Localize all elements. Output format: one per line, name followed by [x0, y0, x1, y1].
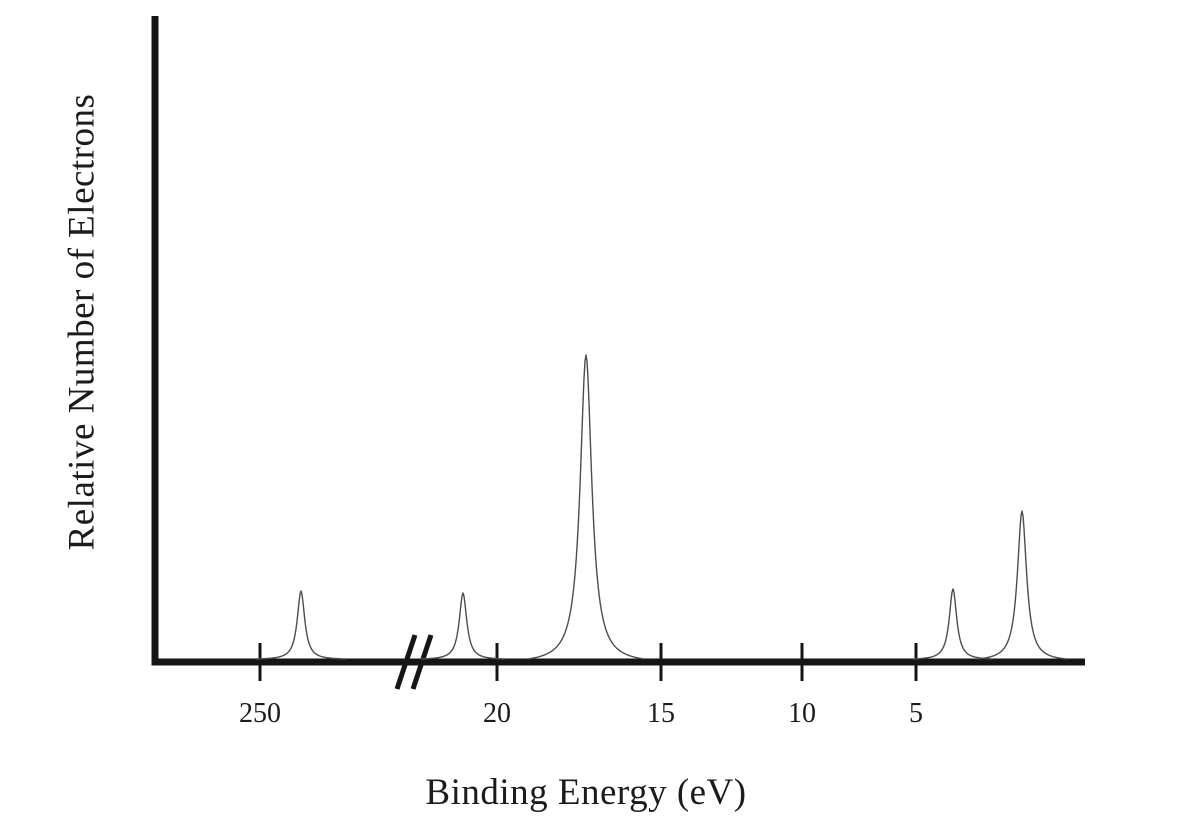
y-axis-label: Relative Number of Electrons — [61, 93, 103, 551]
x-axis-tick-label: 250 — [239, 698, 281, 729]
x-axis-tick-label: 20 — [483, 698, 511, 729]
pes-peak — [527, 354, 645, 660]
pes-peak — [420, 592, 506, 660]
y-axis-line — [151, 16, 159, 666]
x-axis-line — [151, 658, 1085, 666]
pes-peak — [976, 510, 1068, 660]
x-axis-tick-label: 15 — [647, 698, 675, 729]
pes-peak — [912, 588, 994, 660]
x-axis-tick-label: 10 — [788, 698, 816, 729]
axis-break-slash — [394, 634, 418, 690]
axis-break-slash — [410, 634, 434, 690]
x-axis-label: Binding Energy (eV) — [425, 772, 747, 813]
x-axis-tick-label: 5 — [909, 698, 923, 729]
pes-peak — [255, 590, 347, 660]
